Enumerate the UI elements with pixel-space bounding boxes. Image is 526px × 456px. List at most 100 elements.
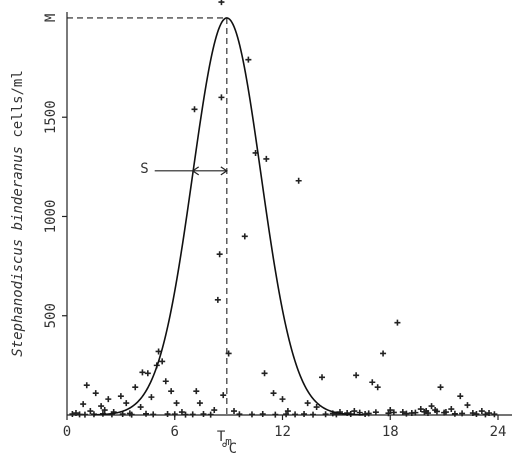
data-point [200,411,207,418]
data-point [403,410,410,417]
x-tick-label: 6 [171,424,179,440]
data-point [365,410,372,417]
data-point [353,372,360,379]
tm-label: Tm [217,429,232,448]
data-point [196,400,203,407]
data-point [374,384,381,391]
fitted-curve [93,17,364,416]
data-point [394,319,401,326]
y-tick-label: 500 [43,303,59,328]
data-point [218,0,225,6]
data-point [437,384,444,391]
data-point [178,409,185,416]
data-point [295,177,302,184]
y-tick-label: 1000 [43,200,59,234]
y-axis-label: Stephanodiscus binderanus cells/ml [10,70,26,357]
data-point [372,409,379,416]
spread-arrow-right [220,166,228,176]
spread-arrow-left [191,166,200,176]
data-point [380,350,387,357]
data-point [231,408,238,415]
data-point [139,369,146,376]
scatter-points [69,0,498,418]
data-point [482,411,489,418]
data-point [424,410,431,417]
data-point [162,378,169,385]
data-point [92,390,99,397]
data-point [182,411,189,418]
data-point [218,94,225,101]
data-point [248,411,255,418]
axes [66,12,512,416]
data-point [457,393,464,400]
y-axis-label-species: Stephanodiscus binderanus [10,146,26,357]
data-point [148,394,155,401]
data-point [261,370,268,377]
data-point [171,411,178,418]
data-point [351,408,358,415]
data-point [220,392,227,399]
data-point [143,410,150,417]
data-point [211,407,218,414]
data-point [83,382,90,389]
data-point [76,411,83,418]
data-point [464,402,471,409]
data-point [292,411,299,418]
data-point [207,411,214,418]
data-point [473,411,480,418]
data-point [193,388,200,395]
data-point [417,406,424,413]
tm-label-subscript: m [225,435,232,448]
data-point [390,409,397,416]
data-point [72,410,79,417]
data-point [189,411,196,418]
data-point [128,411,135,418]
data-point [123,400,130,407]
data-point [491,411,498,418]
data-point [259,411,266,418]
data-point [284,408,291,415]
data-point [304,400,311,407]
data-point [81,411,88,418]
data-point [144,370,151,377]
data-point [80,401,87,408]
data-point [469,410,476,417]
data-point [263,155,270,162]
data-point [344,410,351,417]
data-point [155,348,162,355]
data-point [272,411,279,418]
data-point [387,407,394,414]
data-point [433,408,440,415]
data-point [69,411,76,418]
data-point [369,379,376,386]
data-point [448,406,455,413]
x-axis-label: °C [220,441,237,456]
data-point [279,396,286,403]
data-point [164,411,171,418]
data-point [245,56,252,63]
data-point [451,410,458,417]
data-point [168,388,175,395]
data-point [137,404,144,411]
data-point [241,233,248,240]
data-point [428,403,435,410]
y-axis-label-units: cells/ml [10,70,26,146]
x-tick-label: 24 [490,424,507,440]
annotations: M S Tm [43,14,232,448]
data-point [98,403,105,410]
max-label: M [43,14,59,22]
data-point [191,106,198,113]
x-tick-label: 12 [274,424,291,440]
data-point [319,374,326,381]
data-point [441,409,448,416]
data-point [132,384,139,391]
data-point [486,410,493,417]
data-point [301,411,308,418]
y-axis-ticks: 500 1000 1500 [43,100,67,328]
x-axis-ticks: 0 6 12 18 24 [63,415,507,440]
data-point [101,407,108,414]
data-point [313,404,320,411]
data-point [270,390,277,397]
tm-label-main: T [217,429,226,445]
